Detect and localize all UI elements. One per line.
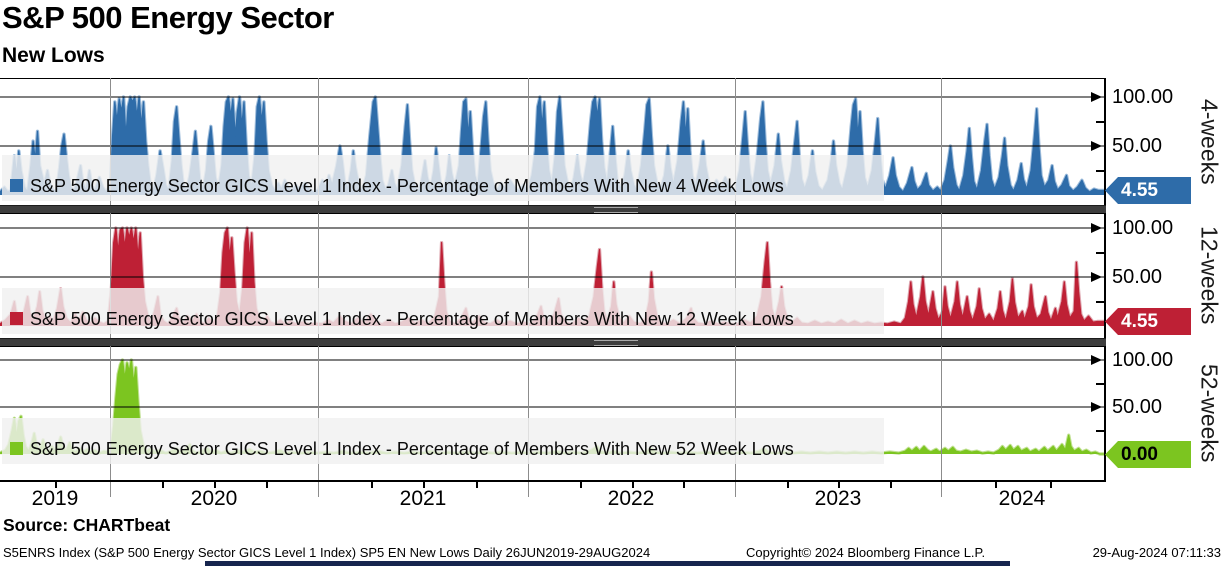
panel-divider-1[interactable] [0,205,1106,213]
panel-divider-2[interactable] [0,338,1106,346]
y-tick-label-100-4weeks: 100.00 [1112,86,1174,108]
y-tick-label-50-12weeks: 50.00 [1112,266,1163,288]
x-axis-line [0,480,1106,482]
y-tick-label-50-52weeks: 50.00 [1112,396,1163,418]
x-tick-2021: 2021 [399,487,447,510]
panel-4-weeks: S&P 500 Energy Sector GICS Level 1 Index… [0,78,1104,205]
legend-52-weeks: S&P 500 Energy Sector GICS Level 1 Index… [2,418,884,464]
year-gridline [735,78,736,497]
footer-datetime: 29-Aug-2024 07:11:33 [1092,545,1221,560]
footer-copyright: Copyright© 2024 Bloomberg Finance L.P. [746,545,986,560]
legend-swatch-12-weeks-icon [10,312,23,325]
x-tick-2022: 2022 [607,487,655,510]
year-gridline [318,78,319,497]
axis-title-12weeks: 12-weeks [1196,226,1223,325]
axis-title-4weeks: 4-weeks [1196,98,1223,185]
last-value-badge-12weeks: 4.55 [1105,308,1191,335]
x-minor-tick [476,481,478,488]
divider-grip-icon[interactable] [594,340,638,346]
x-minor-tick [371,481,373,488]
x-tick-2024: 2024 [998,487,1046,510]
y-minor-tick [1096,382,1104,385]
y-tick-label-100-52weeks: 100.00 [1112,349,1174,371]
legend-label-4-weeks: S&P 500 Energy Sector GICS Level 1 Index… [30,176,784,196]
y-minor-tick [1096,120,1104,123]
x-tick-2023: 2023 [814,487,862,510]
y-tick-arrow-icon [1091,355,1102,365]
last-value-badge-52weeks: 0.00 [1105,441,1191,468]
legend-label-12-weeks: S&P 500 Energy Sector GICS Level 1 Index… [30,309,794,329]
bottom-window-bar [205,561,1010,566]
panel-52-weeks: S&P 500 Energy Sector GICS Level 1 Index… [0,346,1104,480]
divider-grip-icon[interactable] [594,207,638,213]
year-gridline [528,78,529,497]
x-minor-tick [55,481,57,488]
y-minor-tick [1096,300,1104,303]
x-minor-tick [683,481,685,488]
y-tick-arrow-icon [1091,92,1102,102]
panel-12-weeks: S&P 500 Energy Sector GICS Level 1 Index… [0,213,1104,338]
legend-swatch-52-weeks-icon [10,442,23,455]
page-subtitle: New Lows [2,44,105,67]
legend-swatch-4-weeks-icon [10,179,23,192]
y-tick-arrow-icon [1091,272,1102,282]
y-tick-arrow-icon [1091,223,1102,233]
y-minor-tick [1096,429,1104,432]
x-minor-tick [890,481,892,488]
x-minor-tick [580,481,582,488]
last-value-badge-4weeks: 4.55 [1105,177,1191,204]
y-minor-tick [1096,251,1104,254]
page-title: S&P 500 Energy Sector [2,0,334,35]
legend-label-52-weeks: S&P 500 Energy Sector GICS Level 1 Index… [30,439,794,459]
y-tick-label-50-4weeks: 50.00 [1112,135,1163,157]
y-tick-arrow-icon [1091,141,1102,151]
legend-4-weeks: S&P 500 Energy Sector GICS Level 1 Index… [2,155,884,201]
x-minor-tick [423,481,425,488]
x-minor-tick [214,481,216,488]
year-gridline [941,78,942,497]
x-minor-tick [632,481,634,488]
x-minor-tick [787,481,789,488]
x-minor-tick [162,481,164,488]
y-tick-arrow-icon [1091,402,1102,412]
y-minor-tick [1096,169,1104,172]
x-tick-2019: 2019 [31,487,79,510]
x-minor-tick [995,481,997,488]
footer-index-description: S5ENRS Index (S&P 500 Energy Sector GICS… [3,545,651,560]
y-axis-line [1104,78,1106,482]
axis-title-52weeks: 52-weeks [1196,363,1223,463]
x-minor-tick [1050,481,1052,488]
y-tick-label-100-12weeks: 100.00 [1112,217,1174,239]
source-label: Source: CHARTbeat [3,515,171,535]
x-minor-tick [266,481,268,488]
year-gridline [110,78,111,497]
x-minor-tick [838,481,840,488]
x-tick-2020: 2020 [190,487,238,510]
legend-12-weeks: S&P 500 Energy Sector GICS Level 1 Index… [2,288,884,334]
